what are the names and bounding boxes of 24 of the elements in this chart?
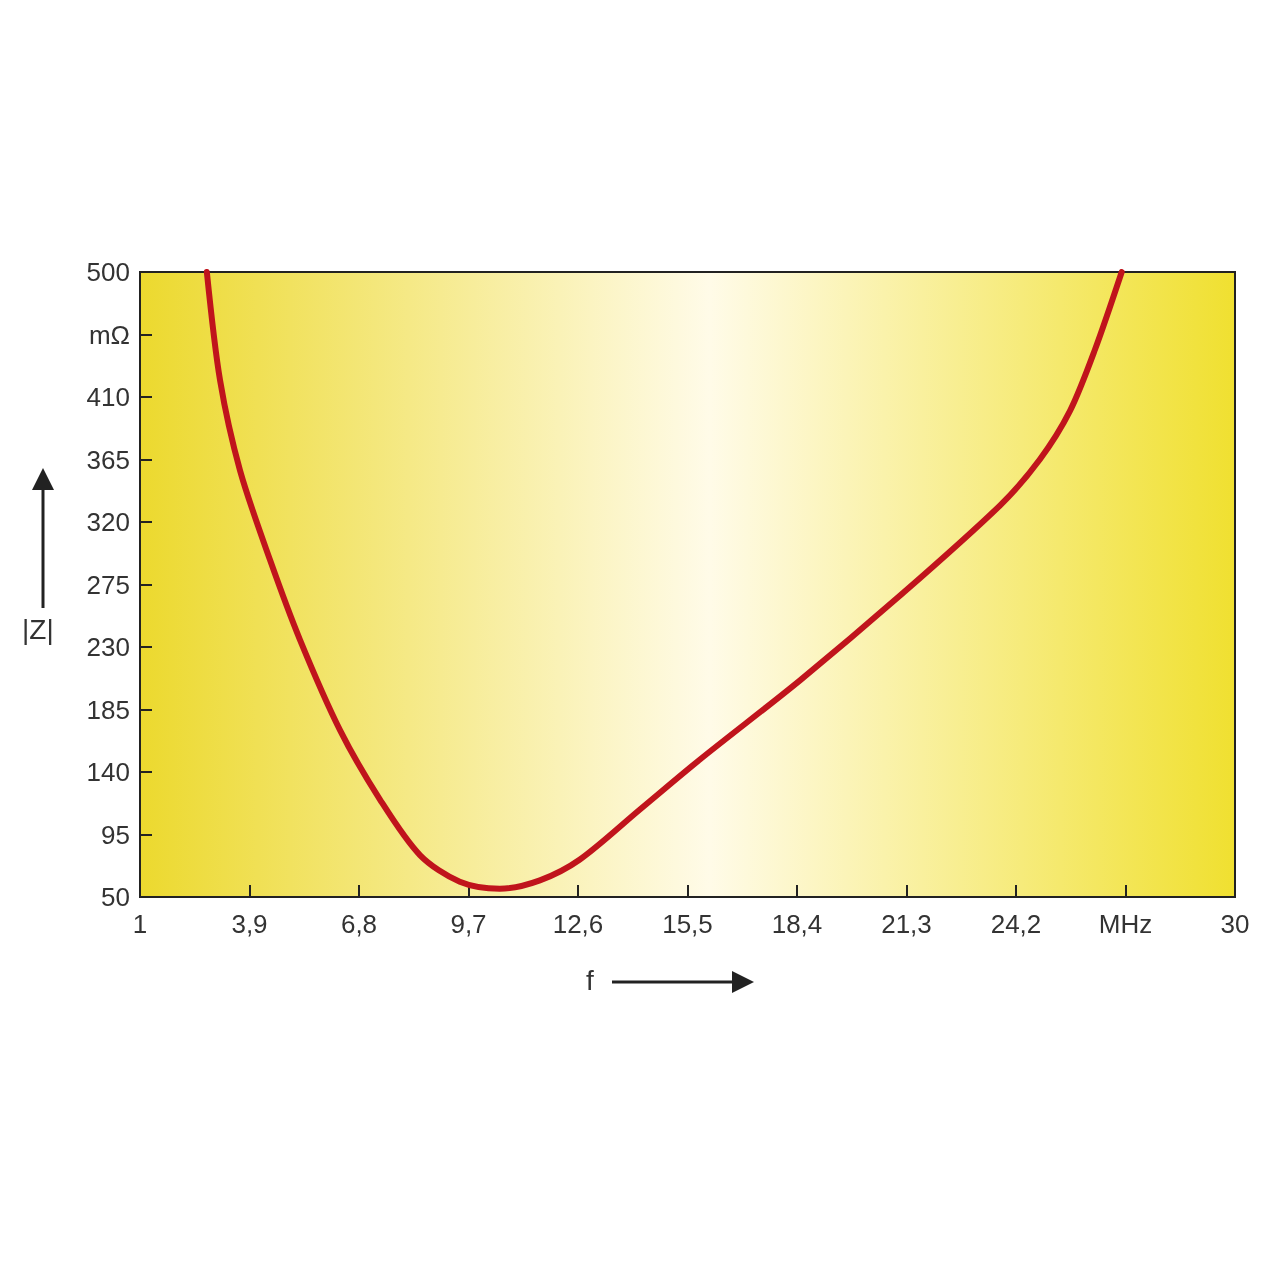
y-tick-label: 230 [86,632,130,662]
y-tick-label: 95 [101,819,130,850]
x-axis-title: f [586,964,594,996]
y-tick-label: 140 [86,757,130,787]
x-tick-label: 30 [1220,909,1250,939]
x-tick-label: 21,3 [881,909,932,939]
y-tick-label: 365 [86,444,130,475]
y-tick-label: 185 [86,694,130,725]
x-tick-label: 24,2 [990,909,1042,939]
y-tick-label: 320 [86,507,130,537]
x-tick-label: 12,6 [552,909,604,939]
y-tick-label: 50 [101,882,130,912]
x-tick-label: MHz [1098,909,1153,939]
x-tick-label: 6,8 [340,909,378,939]
y-tick-label: 275 [86,569,130,600]
x-tick-label: 1 [132,909,148,939]
y-tick-label: 500 [86,257,130,287]
y-axis-title: |Z| [22,613,54,645]
x-tick-label: 9,7 [450,909,487,939]
y-tick-label: 410 [86,382,130,412]
x-tick-label: 3,9 [231,909,268,939]
x-tick-label: 18,4 [771,909,823,939]
x-tick-label: 15,5 [662,909,713,939]
y-tick-label: mΩ [88,319,130,350]
